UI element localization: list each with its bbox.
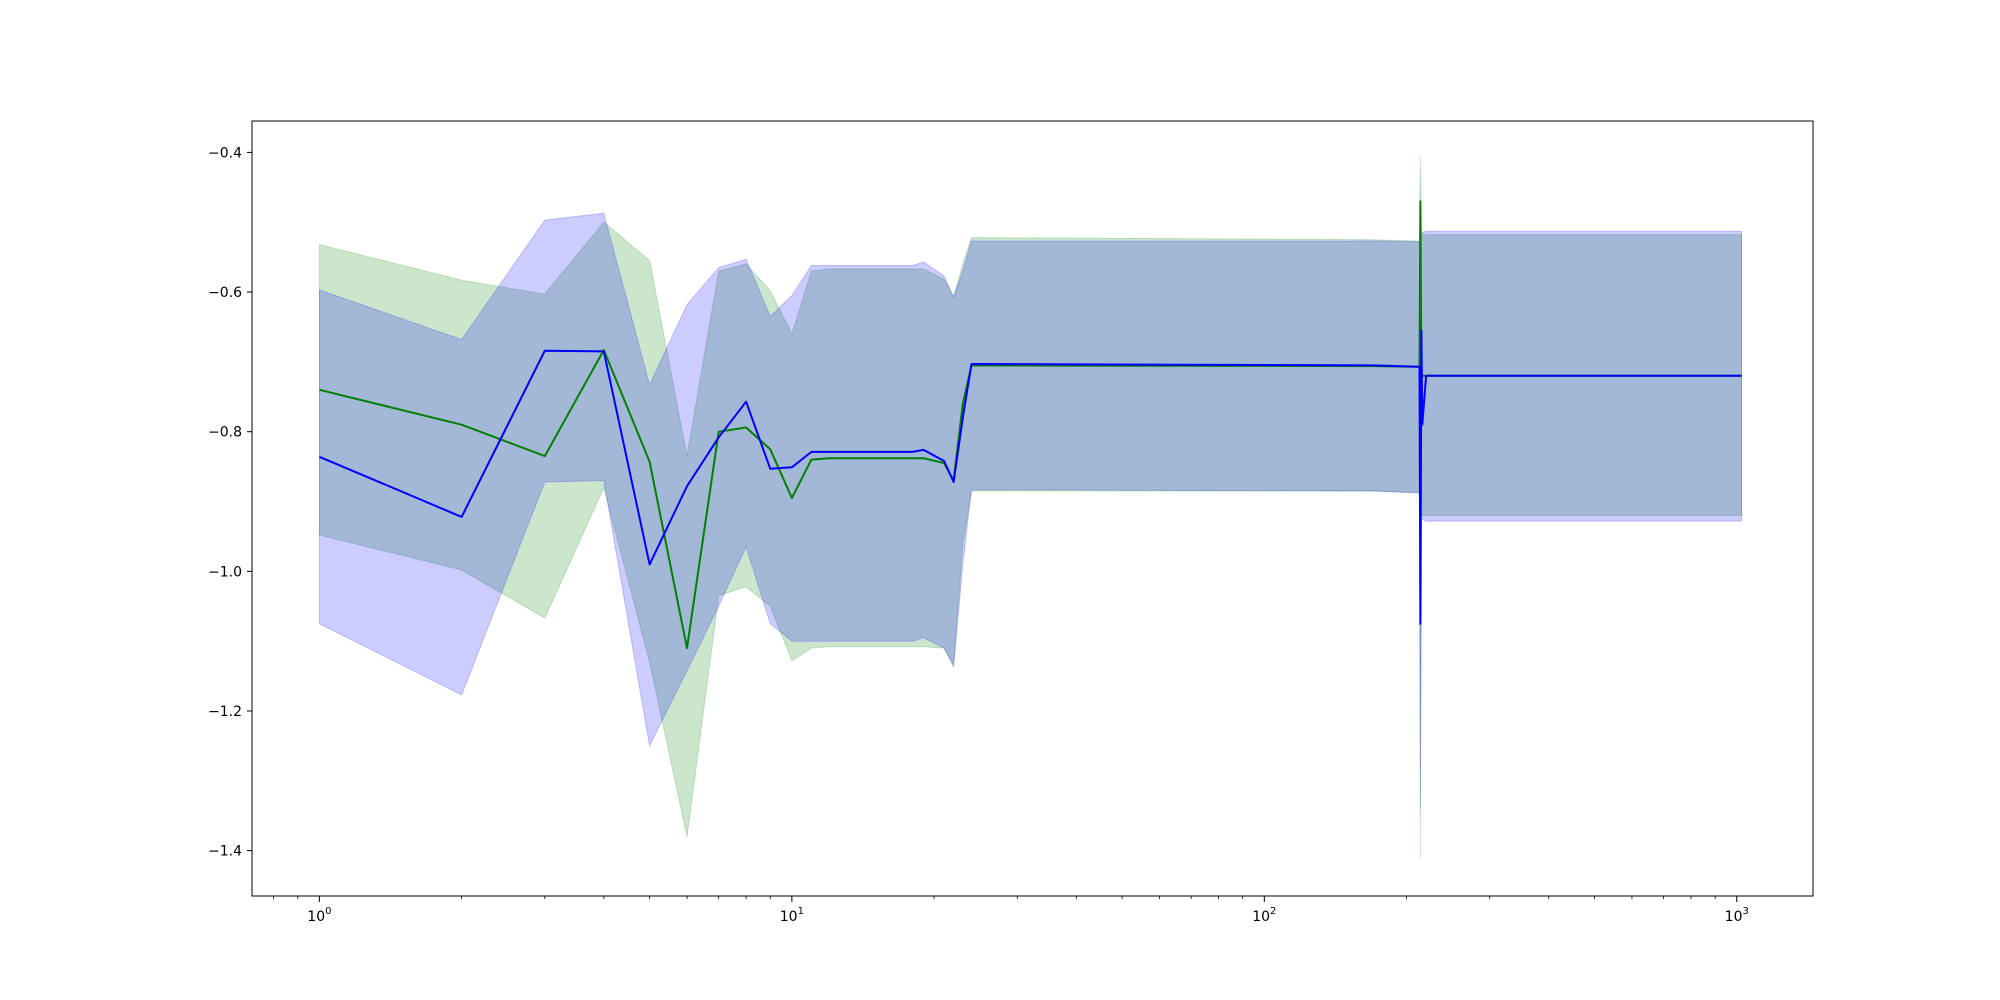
y-tick-label: −1.0 <box>208 564 242 580</box>
confidence-bands <box>318 155 1743 858</box>
y-tick-label: −0.8 <box>208 425 242 441</box>
y-tick-label: −0.6 <box>208 285 242 301</box>
y-axis: −0.4 −0.6 −0.8 −1.0 −1.2 −1.4 <box>208 145 252 860</box>
series-1-line <box>319 200 1742 650</box>
y-tick-label: −1.4 <box>208 844 242 860</box>
y-tick-label: −0.4 <box>208 145 242 161</box>
y-tick-label: −1.2 <box>208 704 242 720</box>
series-2-line <box>319 329 1742 625</box>
series-2-band <box>318 212 1743 809</box>
series-1-band <box>318 155 1743 858</box>
plot-frame <box>251 120 1814 897</box>
series-lines <box>319 200 1742 650</box>
